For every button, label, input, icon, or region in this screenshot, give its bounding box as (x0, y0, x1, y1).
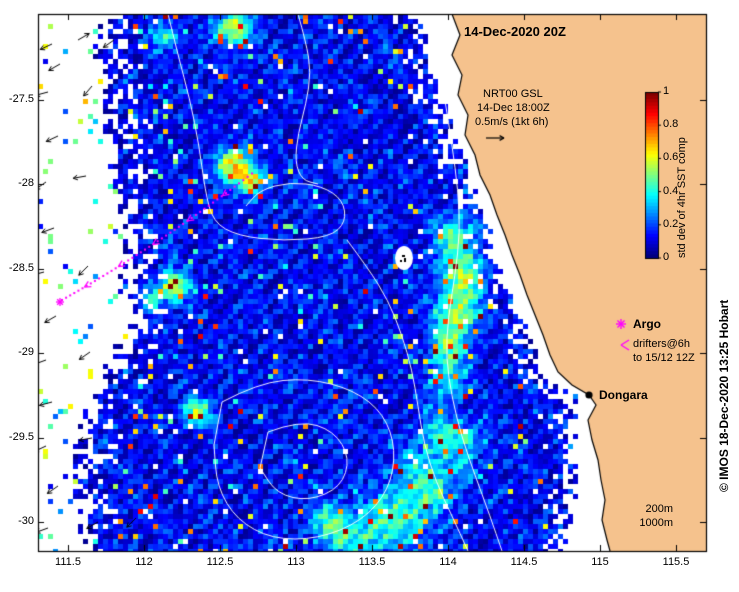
legend-argo-label: Argo (633, 317, 661, 331)
x-tick-label: 111.5 (55, 556, 81, 568)
colorbar-tick-label: 0 (663, 251, 670, 263)
x-tick-label: 112 (135, 556, 153, 568)
y-tick-label: -30 (18, 515, 34, 527)
x-tick-label: 115 (591, 556, 609, 568)
credit-text: © IMOS 18-Dec-2020 13:25 Hobart (717, 299, 731, 492)
legend-drifters-line1: drifters@6h (633, 338, 691, 350)
place-label-dongara: Dongara (599, 388, 648, 402)
product-time-label: 14-Dec 18:00Z (477, 102, 550, 114)
vector-scale-label: 0.5m/s (1kt 6h) (475, 116, 549, 128)
y-tick-label: -28 (18, 177, 34, 189)
y-tick-label: -28.5 (8, 262, 34, 274)
x-tick-label: 114 (439, 556, 457, 568)
x-tick-label: 113 (287, 556, 305, 568)
colorbar-tick-label: 0.4 (663, 185, 679, 197)
depth-label-200m: 200m (645, 503, 673, 515)
colorbar-tick-label: 0.2 (663, 218, 679, 230)
colorbar-tick-label: 1 (663, 85, 670, 97)
legend-drifters-line2: to 15/12 12Z (633, 352, 695, 364)
x-tick-label: 114.5 (510, 556, 538, 568)
product-name-label: NRT00 GSL (483, 88, 543, 100)
y-tick-label: -29 (18, 346, 34, 358)
y-tick-label: -27.5 (8, 93, 34, 105)
y-tick-label: -29.5 (8, 431, 34, 443)
x-tick-label: 115.5 (662, 556, 690, 568)
x-tick-label: 112.5 (206, 556, 234, 568)
colorbar-tick-label: 0.8 (663, 118, 679, 130)
colorbar-tick-label: 0.6 (663, 151, 679, 163)
x-tick-label: 113.5 (358, 556, 386, 568)
timestamp-title: 14-Dec-2020 20Z (464, 24, 566, 39)
depth-label-1000m: 1000m (639, 517, 673, 529)
